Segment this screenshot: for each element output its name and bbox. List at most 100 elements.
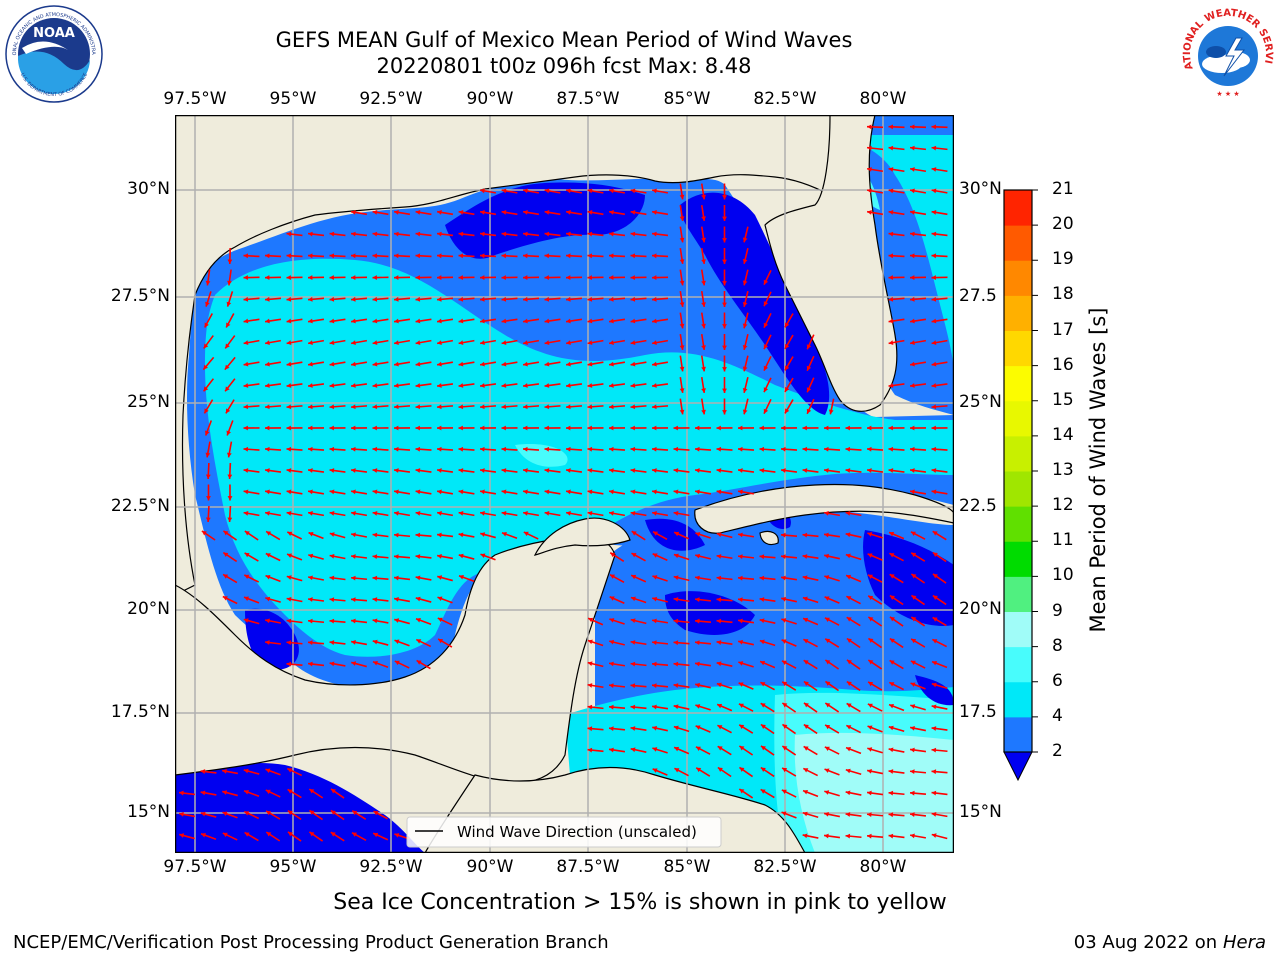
wave-direction-arrow [931, 726, 948, 731]
wave-direction-arrow [716, 532, 733, 539]
wave-direction-arrow [823, 511, 841, 517]
wave-direction-arrow [436, 468, 454, 473]
wave-direction-arrow [931, 404, 948, 410]
wave-direction-arrow [909, 275, 927, 280]
wave-direction-arrow [286, 531, 303, 540]
wave-direction-arrow [932, 551, 947, 563]
wave-direction-arrow [630, 574, 647, 583]
wave-direction-arrow [393, 446, 411, 452]
wave-direction-arrow [722, 290, 727, 308]
wave-direction-arrow [674, 767, 689, 777]
wave-direction-arrow [437, 575, 453, 582]
wave-direction-arrow [651, 210, 669, 216]
wave-direction-arrow [910, 531, 926, 540]
wave-direction-arrow [700, 247, 706, 265]
wave-direction-arrow [203, 399, 214, 414]
wave-direction-arrow [202, 356, 215, 371]
wave-direction-arrow [722, 333, 727, 351]
wave-direction-arrow [522, 231, 540, 237]
wave-direction-arrow [587, 188, 604, 194]
wave-direction-arrow [608, 726, 626, 732]
wave-direction-arrow [931, 790, 948, 796]
wave-direction-arrow [888, 275, 905, 280]
wave-direction-arrow [888, 253, 905, 259]
wave-direction-arrow [931, 638, 948, 648]
wave-direction-arrow [651, 361, 669, 367]
wave-direction-arrow [608, 468, 626, 473]
wave-direction-arrow [652, 553, 668, 561]
wave-direction-arrow [694, 489, 712, 495]
wave-direction-arrow [759, 660, 776, 669]
wave-direction-arrow [436, 553, 454, 560]
colorbar-segment [1004, 365, 1032, 402]
wave-direction-arrow [372, 275, 389, 280]
wave-direction-arrow [673, 553, 690, 561]
wave-direction-arrow [803, 638, 818, 648]
wave-direction-arrow [226, 291, 234, 307]
wave-direction-arrow [565, 275, 583, 280]
wave-direction-arrow [608, 361, 626, 367]
wave-direction-arrow [436, 383, 454, 388]
wave-direction-arrow [286, 767, 303, 777]
wave-direction-arrow [679, 333, 685, 351]
wave-direction-arrow [867, 532, 883, 539]
wave-direction-arrow [716, 425, 733, 431]
wave-direction-arrow [673, 683, 690, 688]
wave-direction-arrow [205, 441, 211, 458]
wave-direction-arrow [630, 361, 647, 367]
wave-direction-arrow [372, 404, 389, 410]
wave-direction-arrow [651, 425, 669, 431]
wave-direction-arrow [888, 790, 905, 796]
colorbar [1000, 186, 1080, 786]
wave-direction-arrow [286, 361, 303, 367]
wave-direction-arrow [722, 355, 727, 372]
wave-direction-arrow [909, 296, 927, 302]
wave-direction-arrow [436, 425, 454, 431]
wave-direction-arrow [694, 640, 712, 646]
wave-direction-arrow [587, 683, 604, 689]
wave-direction-arrow [225, 313, 235, 328]
wave-direction-arrow [867, 703, 883, 712]
wave-direction-arrow [722, 376, 727, 394]
wave-direction-arrow [866, 167, 884, 173]
wave-direction-arrow [679, 247, 685, 265]
wave-direction-arrow [888, 812, 905, 818]
colorbar-segment [1004, 611, 1032, 648]
wave-direction-arrow [763, 269, 772, 286]
wave-direction-arrow [393, 339, 411, 345]
wave-direction-arrow [501, 318, 518, 324]
wave-direction-arrow [415, 210, 432, 216]
map-legend: Wind Wave Direction (unscaled) [406, 816, 722, 848]
wave-direction-arrow [393, 468, 411, 473]
wave-direction-arrow [888, 425, 905, 431]
wave-direction-arrow [200, 790, 217, 796]
wave-direction-arrow [501, 468, 518, 473]
wave-direction-arrow [717, 724, 732, 734]
wave-direction-arrow [307, 446, 325, 452]
wave-direction-arrow [780, 446, 798, 452]
wave-direction-arrow [350, 489, 368, 495]
wave-direction-arrow [329, 404, 346, 410]
wave-direction-arrow [479, 339, 497, 345]
colorbar-tick-label: 19 [1052, 249, 1074, 270]
wave-direction-arrow [308, 553, 324, 560]
wave-direction-arrow [717, 766, 732, 778]
wave-direction-arrow [243, 404, 260, 410]
wave-direction-arrow [479, 446, 497, 452]
wave-direction-arrow [286, 339, 303, 345]
wave-direction-arrow [329, 318, 346, 324]
wave-direction-arrow [350, 425, 368, 431]
wave-direction-arrow [910, 682, 926, 690]
wave-direction-arrow [227, 505, 233, 523]
wave-direction-arrow [286, 383, 303, 388]
wave-direction-arrow [781, 811, 797, 819]
wave-direction-arrow [609, 552, 625, 562]
wave-direction-arrow [587, 511, 604, 517]
wave-direction-arrow [479, 468, 497, 473]
wave-direction-arrow [329, 361, 346, 367]
wave-direction-arrow [845, 468, 862, 473]
wave-direction-arrow [802, 554, 819, 559]
wave-direction-arrow [866, 790, 884, 796]
wave-direction-arrow [867, 574, 883, 583]
wave-direction-arrow [436, 210, 454, 216]
